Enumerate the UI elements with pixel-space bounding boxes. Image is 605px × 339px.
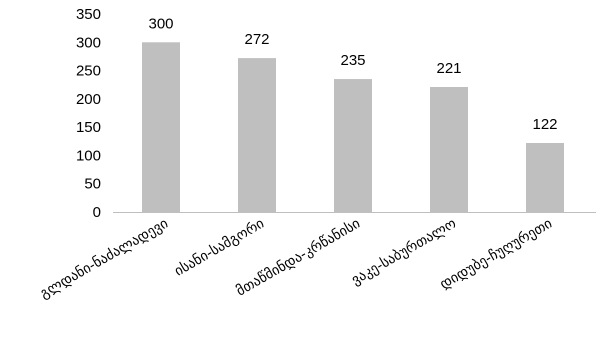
bar bbox=[334, 79, 372, 212]
y-axis: 0 50 100 150 200 250 300 350 bbox=[76, 6, 101, 221]
y-tick-label: 150 bbox=[76, 119, 101, 136]
y-tick-label: 0 bbox=[93, 204, 101, 221]
data-label: 122 bbox=[532, 116, 557, 133]
data-label: 272 bbox=[244, 31, 269, 48]
data-label: 235 bbox=[340, 52, 365, 69]
bar bbox=[430, 86, 468, 212]
x-axis: გლდანი-ნაძალადევი ისანი-სამგორიმთაწმინდა-… bbox=[37, 212, 596, 302]
data-labels: 300 272 235 221 122 bbox=[148, 15, 557, 133]
data-label: 300 bbox=[148, 15, 173, 32]
bar bbox=[526, 142, 564, 212]
bar bbox=[142, 42, 180, 213]
y-tick-label: 50 bbox=[84, 176, 101, 193]
x-category-label: ისანი-სამგორი bbox=[171, 215, 267, 280]
y-tick-label: 250 bbox=[76, 63, 101, 80]
x-category-label: გლდანი-ნაძალადევი bbox=[37, 216, 171, 302]
y-tick-label: 300 bbox=[76, 34, 101, 51]
y-tick-label: 200 bbox=[76, 91, 101, 108]
bar bbox=[238, 58, 276, 212]
data-label: 221 bbox=[436, 60, 461, 77]
y-tick-label: 100 bbox=[76, 147, 101, 164]
bars bbox=[142, 42, 564, 213]
y-tick-label: 350 bbox=[76, 6, 101, 23]
